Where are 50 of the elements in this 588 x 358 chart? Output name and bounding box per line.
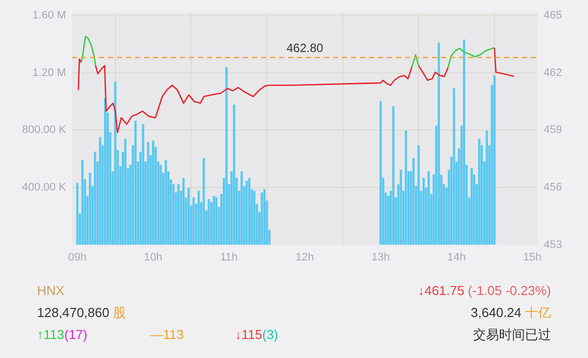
bar <box>470 168 473 245</box>
bar <box>240 171 243 245</box>
x-tick-label: 09h <box>68 251 87 264</box>
bar <box>114 82 116 245</box>
y-tick-label: 1.60 M <box>32 10 66 22</box>
bar <box>208 198 210 245</box>
bar <box>248 178 250 245</box>
y-tick-label: 800.00 K <box>22 124 67 136</box>
bar <box>152 140 154 245</box>
text: ↓115(3) <box>235 327 278 342</box>
x-tick-label: 15h <box>523 251 542 264</box>
y2-tick-label: 459 <box>544 124 562 136</box>
y-tick-label: 400.00 K <box>22 182 67 194</box>
bar <box>164 160 167 245</box>
x-tick-label: 14h <box>447 251 466 264</box>
bar <box>392 106 394 245</box>
bar <box>428 171 430 245</box>
bar <box>212 196 215 245</box>
text: 3,640.24 十亿 <box>470 305 551 320</box>
bar <box>160 164 162 245</box>
bar <box>124 138 126 245</box>
bar <box>202 158 205 245</box>
bar <box>198 190 200 245</box>
text: 交易时间已过 <box>473 327 551 343</box>
y2-tick-label: 453 <box>544 238 562 251</box>
bar <box>253 190 256 245</box>
y2-tick-label: 462 <box>544 66 562 79</box>
bar <box>486 130 488 245</box>
x-tick-label: 12h <box>296 251 314 264</box>
bar <box>76 182 78 245</box>
bar <box>104 98 106 245</box>
text: HNX <box>37 283 64 299</box>
y2-tick-label: 456 <box>544 182 562 194</box>
bar <box>422 178 425 245</box>
bar <box>246 180 248 245</box>
x-tick-label: 10h <box>144 251 162 264</box>
bar <box>438 42 440 245</box>
text: —113 <box>150 327 184 343</box>
y-tick-label: 1.20 M <box>32 66 66 79</box>
x-tick-label: 11h <box>220 251 238 264</box>
text: ↑113(17) <box>37 327 88 342</box>
bar <box>478 138 480 245</box>
ref-line-label: 462.80 <box>286 40 324 55</box>
text: ↓461.75 (-1.05 -0.23%) <box>418 283 551 298</box>
y2-tick-label: 465 <box>544 10 562 22</box>
bar <box>380 101 382 245</box>
x-tick-label: 13h <box>371 251 390 264</box>
bar <box>215 197 218 245</box>
bar <box>260 192 263 245</box>
text: 128,470,860 股 <box>37 305 126 320</box>
